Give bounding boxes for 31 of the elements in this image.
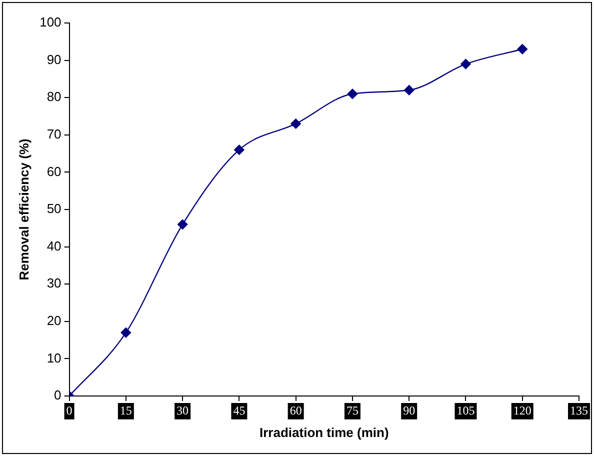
x-tick-label: 30 — [176, 403, 189, 418]
x-tick-label: 105 — [456, 403, 475, 418]
x-axis-title: Irradiation time (min) — [259, 424, 389, 440]
point — [234, 144, 244, 155]
point — [177, 219, 188, 230]
y-tick-label: 100 — [40, 14, 62, 30]
y-tick-label: 40 — [46, 238, 62, 254]
y-tick-label: 80 — [46, 89, 62, 104]
point — [347, 88, 358, 99]
y-tick-label: 70 — [46, 126, 62, 142]
y-tick-label: 50 — [46, 201, 62, 216]
point — [290, 118, 301, 129]
y-tick-label: 0 — [54, 388, 62, 403]
y-tick-label: 20 — [46, 312, 62, 328]
y-tick-label: 60 — [46, 164, 62, 179]
point — [517, 44, 528, 54]
x-tick-label: 45 — [233, 403, 246, 418]
x-tick-label: 60 — [290, 403, 302, 418]
point — [120, 327, 132, 338]
x-tick-label: 0 — [66, 403, 72, 418]
x-tick-label: 120 — [513, 403, 532, 418]
point — [404, 85, 414, 96]
x-tick-label: 15 — [120, 403, 132, 418]
x-tick-label: 75 — [346, 403, 358, 418]
y-tick-label: 10 — [46, 350, 62, 366]
y-axis-title: Removal efficiency (%) — [16, 138, 32, 280]
y-tick-label: 30 — [46, 276, 62, 291]
point — [460, 58, 471, 70]
y-tick-label: 90 — [46, 52, 62, 67]
x-tick-label: 135 — [570, 403, 588, 418]
x-tick-label: 90 — [403, 403, 416, 418]
